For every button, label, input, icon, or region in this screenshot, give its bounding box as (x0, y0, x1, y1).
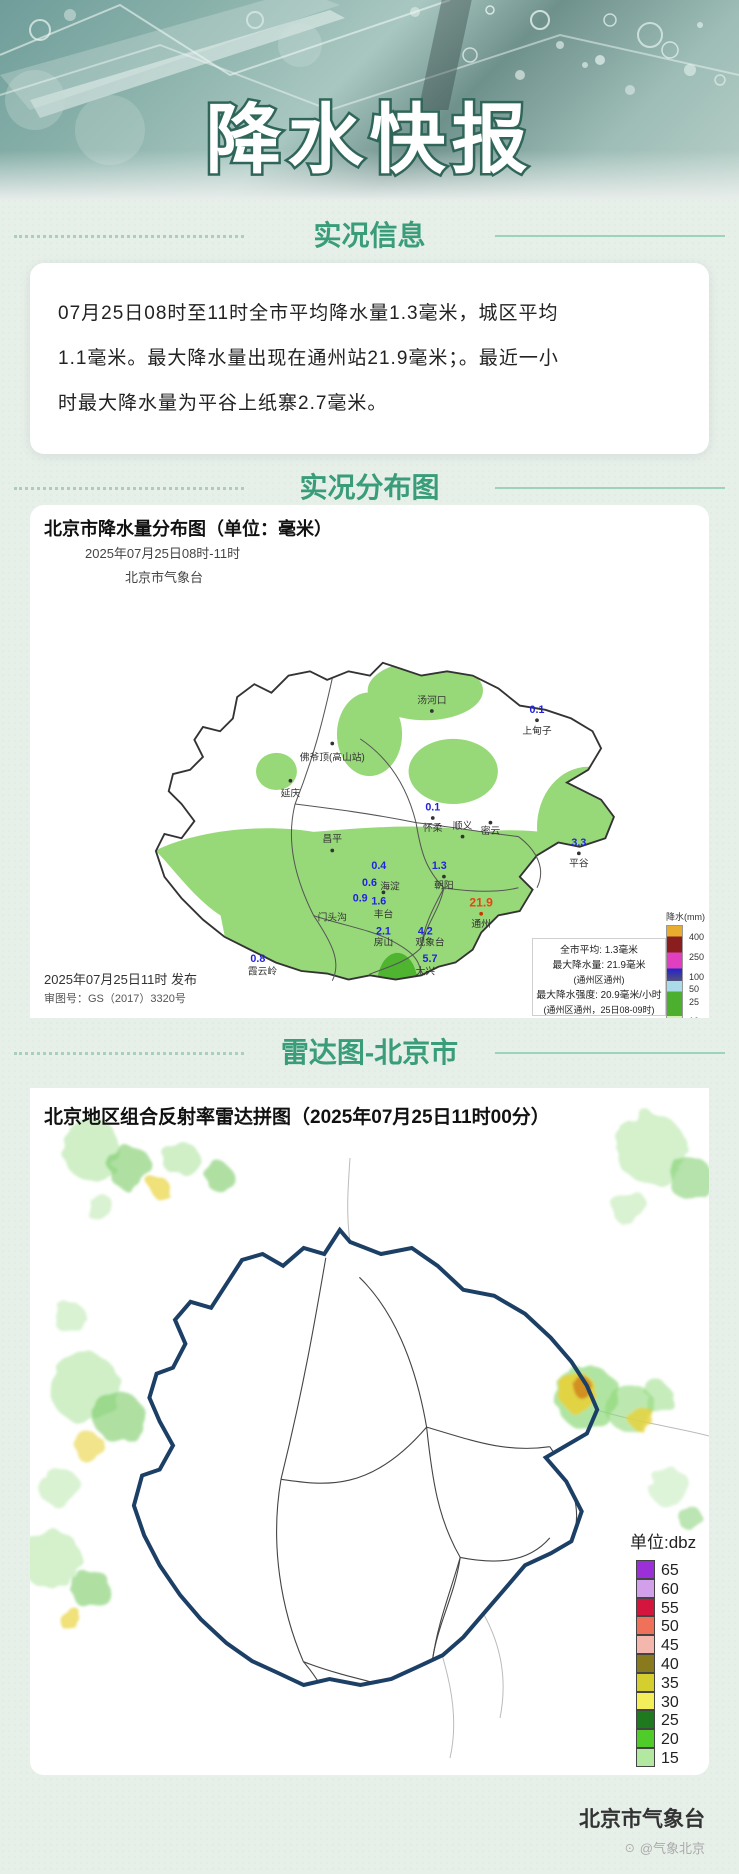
svg-text:顺义: 顺义 (453, 820, 473, 832)
svg-text:0.6: 0.6 (362, 877, 377, 889)
svg-text:昌平: 昌平 (323, 833, 343, 845)
svg-text:0.9: 0.9 (353, 893, 368, 905)
svg-text:大兴: 大兴 (416, 964, 436, 977)
svg-text:汤河口: 汤河口 (417, 695, 446, 707)
svg-text:霞云岭: 霞云岭 (248, 964, 277, 977)
svg-text:丰台: 丰台 (374, 908, 394, 921)
svg-text:3.3: 3.3 (571, 837, 586, 849)
svg-text:延庆: 延庆 (281, 787, 301, 800)
svg-text:佛爷顶(高山站): 佛爷顶(高山站) (300, 750, 365, 763)
svg-text:1.6: 1.6 (371, 895, 386, 907)
svg-text:房山: 房山 (374, 935, 394, 948)
svg-text:通州: 通州 (471, 918, 491, 930)
svg-text:密云: 密云 (481, 824, 501, 837)
svg-text:5.7: 5.7 (423, 953, 438, 965)
svg-text:0.1: 0.1 (425, 802, 440, 814)
svg-text:1.3: 1.3 (432, 860, 447, 872)
svg-text:0.1: 0.1 (530, 704, 545, 716)
svg-text:0.8: 0.8 (250, 953, 265, 965)
svg-text:4.2: 4.2 (418, 925, 433, 937)
svg-text:观象台: 观象台 (415, 935, 444, 948)
svg-text:海淀: 海淀 (380, 880, 400, 893)
svg-text:上甸子: 上甸子 (522, 724, 551, 737)
svg-text:怀柔: 怀柔 (423, 822, 443, 834)
svg-text:门头沟: 门头沟 (318, 910, 347, 923)
svg-text:21.9: 21.9 (469, 895, 493, 909)
svg-text:2.1: 2.1 (376, 925, 391, 937)
svg-text:平谷: 平谷 (569, 857, 589, 869)
svg-text:0.4: 0.4 (371, 860, 386, 872)
svg-text:朝阳: 朝阳 (434, 880, 454, 892)
